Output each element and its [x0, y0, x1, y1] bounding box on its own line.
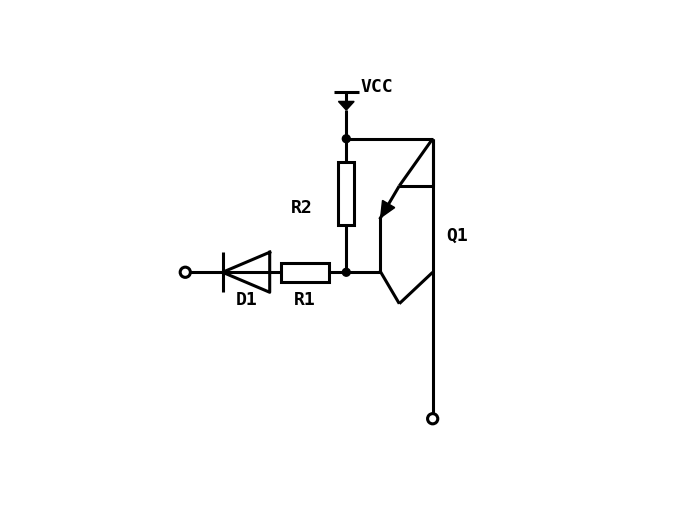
Text: Q1: Q1 — [446, 227, 468, 244]
Text: R2: R2 — [291, 199, 313, 217]
Polygon shape — [223, 253, 269, 293]
Text: VCC: VCC — [360, 77, 392, 96]
Circle shape — [342, 135, 350, 144]
Text: D1: D1 — [235, 290, 257, 308]
Polygon shape — [339, 102, 354, 111]
Text: R1: R1 — [294, 290, 316, 308]
Circle shape — [342, 269, 350, 276]
Polygon shape — [381, 201, 395, 218]
Bar — [339, 163, 354, 225]
Bar — [281, 263, 329, 282]
